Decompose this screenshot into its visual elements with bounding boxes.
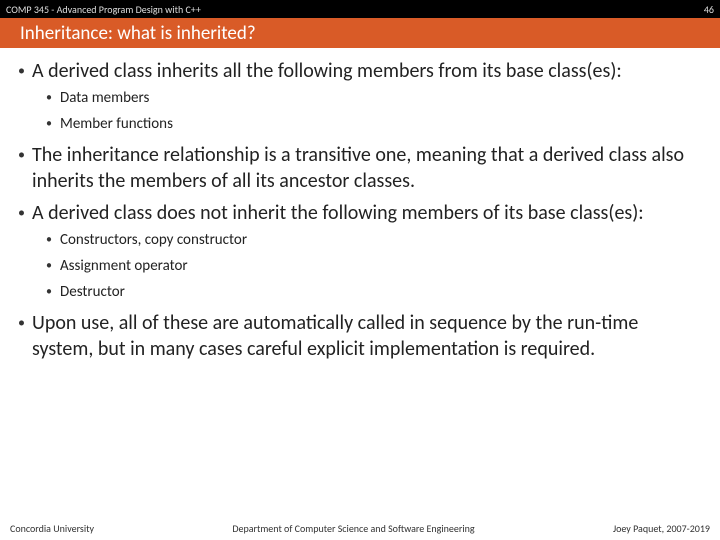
list-item: • Constructors, copy constructor [46,230,702,250]
slide: COMP 345 - Advanced Program Design with … [0,0,720,540]
bullet-icon: • [18,310,32,336]
sub-list: • Data members • Member functions [46,88,702,134]
list-item: • Member functions [46,114,702,134]
bullet-icon: • [18,58,32,84]
sub-bullet-text: Member functions [60,114,173,134]
bullet-icon: • [46,282,60,302]
sub-list: • Constructors, copy constructor • Assig… [46,230,702,302]
bullet-icon: • [18,142,32,168]
footer-right: Joey Paquet, 2007-2019 [613,522,710,535]
list-item: • The inheritance relationship is a tran… [18,142,702,194]
bullet-icon: • [18,200,32,226]
bullet-icon: • [46,230,60,250]
list-item: • Assignment operator [46,256,702,276]
bullet-list: • A derived class inherits all the follo… [18,58,702,362]
list-item: • A derived class inherits all the follo… [18,58,702,134]
list-item: • Upon use, all of these are automatical… [18,310,702,362]
list-item: • A derived class does not inherit the f… [18,200,702,302]
footer: Concordia University Department of Compu… [0,516,720,540]
bullet-icon: • [46,114,60,134]
bullet-text: A derived class inherits all the followi… [32,58,622,84]
bullet-text: A derived class does not inherit the fol… [32,200,644,226]
sub-bullet-text: Data members [60,88,149,108]
sub-bullet-text: Destructor [60,282,125,302]
footer-center: Department of Computer Science and Softw… [232,522,474,535]
bullet-text: Upon use, all of these are automatically… [32,310,702,362]
slide-content: • A derived class inherits all the follo… [0,48,720,540]
sub-bullet-text: Assignment operator [60,256,188,276]
bullet-icon: • [46,88,60,108]
slide-title: Inheritance: what is inherited? [20,22,256,45]
course-label: COMP 345 - Advanced Program Design with … [6,3,201,16]
slide-title-bar: Inheritance: what is inherited? [0,18,720,48]
page-number: 46 [704,3,714,16]
list-item: • Destructor [46,282,702,302]
bullet-icon: • [46,256,60,276]
sub-bullet-text: Constructors, copy constructor [60,230,247,250]
topbar: COMP 345 - Advanced Program Design with … [0,0,720,18]
bullet-text: The inheritance relationship is a transi… [32,142,702,194]
footer-left: Concordia University [10,522,94,535]
list-item: • Data members [46,88,702,108]
